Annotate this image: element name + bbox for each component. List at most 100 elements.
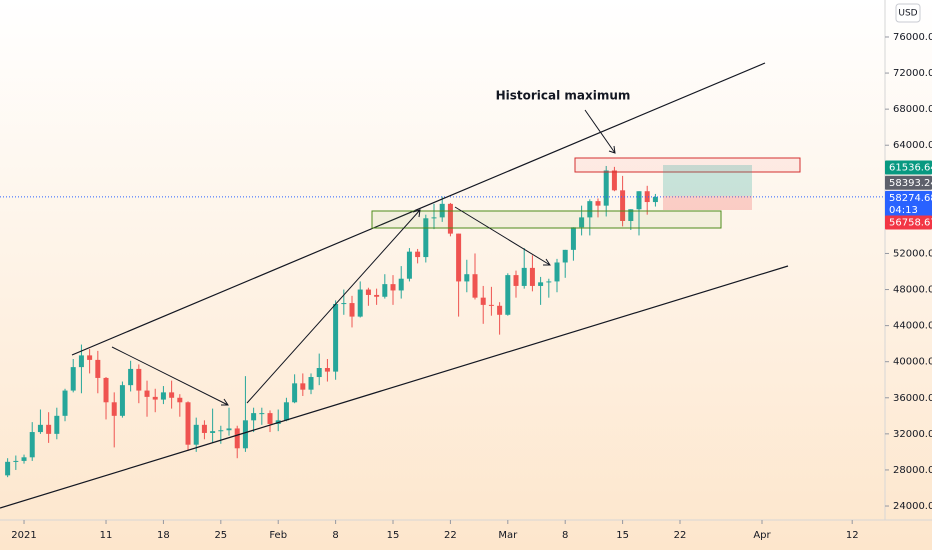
candle-body	[78, 355, 84, 368]
candle-body	[5, 461, 11, 476]
arrow[interactable]	[111, 346, 229, 406]
candle-body	[95, 359, 101, 378]
candle-body	[447, 203, 453, 234]
candle-body	[341, 303, 347, 305]
y-tick-label: 28000.00	[893, 465, 932, 476]
candle-body	[177, 397, 183, 403]
x-tick-label: 8	[562, 530, 568, 541]
candle-body	[152, 396, 158, 400]
candle-body	[37, 424, 43, 433]
candle-body	[210, 431, 216, 433]
candle-body	[103, 377, 109, 403]
candle-body	[554, 262, 560, 282]
price-tag-box	[885, 160, 932, 175]
currency-button[interactable]	[895, 3, 921, 23]
candle-body	[464, 274, 470, 282]
candle-body	[423, 218, 429, 258]
candle-body	[316, 368, 322, 378]
candle-body	[488, 304, 494, 306]
candle-body	[652, 196, 658, 203]
long-target[interactable]	[663, 165, 752, 196]
candle-body	[283, 402, 289, 421]
candle-body	[128, 368, 134, 386]
candle-body	[505, 275, 511, 315]
candle-body	[218, 430, 224, 432]
candle-body	[226, 428, 232, 431]
x-tick-label: 15	[616, 530, 629, 541]
upper-trendline[interactable]	[71, 62, 766, 356]
x-tick-label: Mar	[498, 530, 518, 541]
candle-body	[242, 420, 248, 449]
candle-body	[267, 413, 273, 424]
x-tick-label: 22	[674, 530, 687, 541]
y-tick-label: 52000.00	[893, 248, 932, 259]
y-tick-label: 76000.00	[893, 32, 932, 43]
candle-body	[620, 190, 626, 221]
candle-body	[70, 367, 76, 391]
candle-body	[365, 289, 371, 295]
candle-body	[456, 233, 462, 282]
currency-label: USD	[898, 9, 917, 19]
y-tick-label: 48000.00	[893, 285, 932, 296]
y-tick-label: 72000.00	[893, 68, 932, 79]
x-tick-label: 2021	[11, 530, 36, 541]
x-tick-label: 25	[214, 530, 227, 541]
candle-body	[87, 355, 93, 360]
y-tick-label: 68000.00	[893, 104, 932, 115]
x-tick-label: 18	[157, 530, 170, 541]
x-tick-label: 8	[332, 530, 338, 541]
price-tag-label: 56758.67	[889, 218, 932, 229]
drawings: Historical maximum	[0, 62, 801, 509]
candle-body	[119, 385, 125, 416]
arrow[interactable]	[584, 109, 616, 154]
y-tick-label: 44000.00	[893, 321, 932, 332]
candle-body	[611, 170, 617, 191]
price-tag: 58393.24	[885, 175, 932, 190]
candle-body	[472, 274, 478, 298]
support-zone[interactable]	[371, 210, 722, 229]
candle-body	[628, 209, 634, 221]
candle-body	[579, 217, 585, 228]
arrow[interactable]	[246, 209, 421, 404]
y-tick-label: 64000.00	[893, 140, 932, 151]
candle-body	[54, 415, 60, 434]
x-tick-label: 12	[846, 530, 859, 541]
candle-body	[374, 294, 380, 297]
candle-body	[324, 368, 330, 372]
lower-trendline[interactable]	[0, 265, 789, 509]
candle-body	[193, 424, 199, 445]
candle-body	[308, 377, 314, 390]
arrow[interactable]	[454, 206, 551, 266]
candle-body	[644, 191, 650, 203]
candle-body	[201, 424, 207, 433]
candle-body	[349, 303, 355, 317]
price-tag-box	[885, 175, 932, 190]
x-tick-label: 22	[444, 530, 457, 541]
resistance-zone[interactable]	[574, 157, 801, 173]
candle-body	[13, 460, 19, 462]
price-tag-label: 58393.24	[889, 178, 932, 189]
candle-body	[234, 428, 240, 449]
candle-body	[497, 305, 503, 315]
x-tick-label: 15	[387, 530, 400, 541]
annotation: Historical maximum	[496, 89, 631, 103]
candle-body	[480, 297, 486, 305]
candle-body	[431, 217, 437, 219]
y-tick-label: 24000.00	[893, 501, 932, 512]
y-tick-label: 40000.00	[893, 357, 932, 368]
candle-body	[513, 275, 519, 286]
candle-body	[251, 413, 257, 421]
candle-body	[390, 284, 396, 291]
candle-body	[382, 284, 388, 297]
x-tick-label: 11	[100, 530, 113, 541]
candle-body	[160, 392, 166, 400]
candle-body	[603, 170, 609, 206]
candle-body	[529, 267, 535, 286]
candle-body	[587, 201, 593, 218]
candle-body	[169, 392, 175, 398]
long-stop[interactable]	[663, 196, 752, 210]
candle-body	[21, 457, 27, 461]
candle-body	[300, 383, 306, 390]
